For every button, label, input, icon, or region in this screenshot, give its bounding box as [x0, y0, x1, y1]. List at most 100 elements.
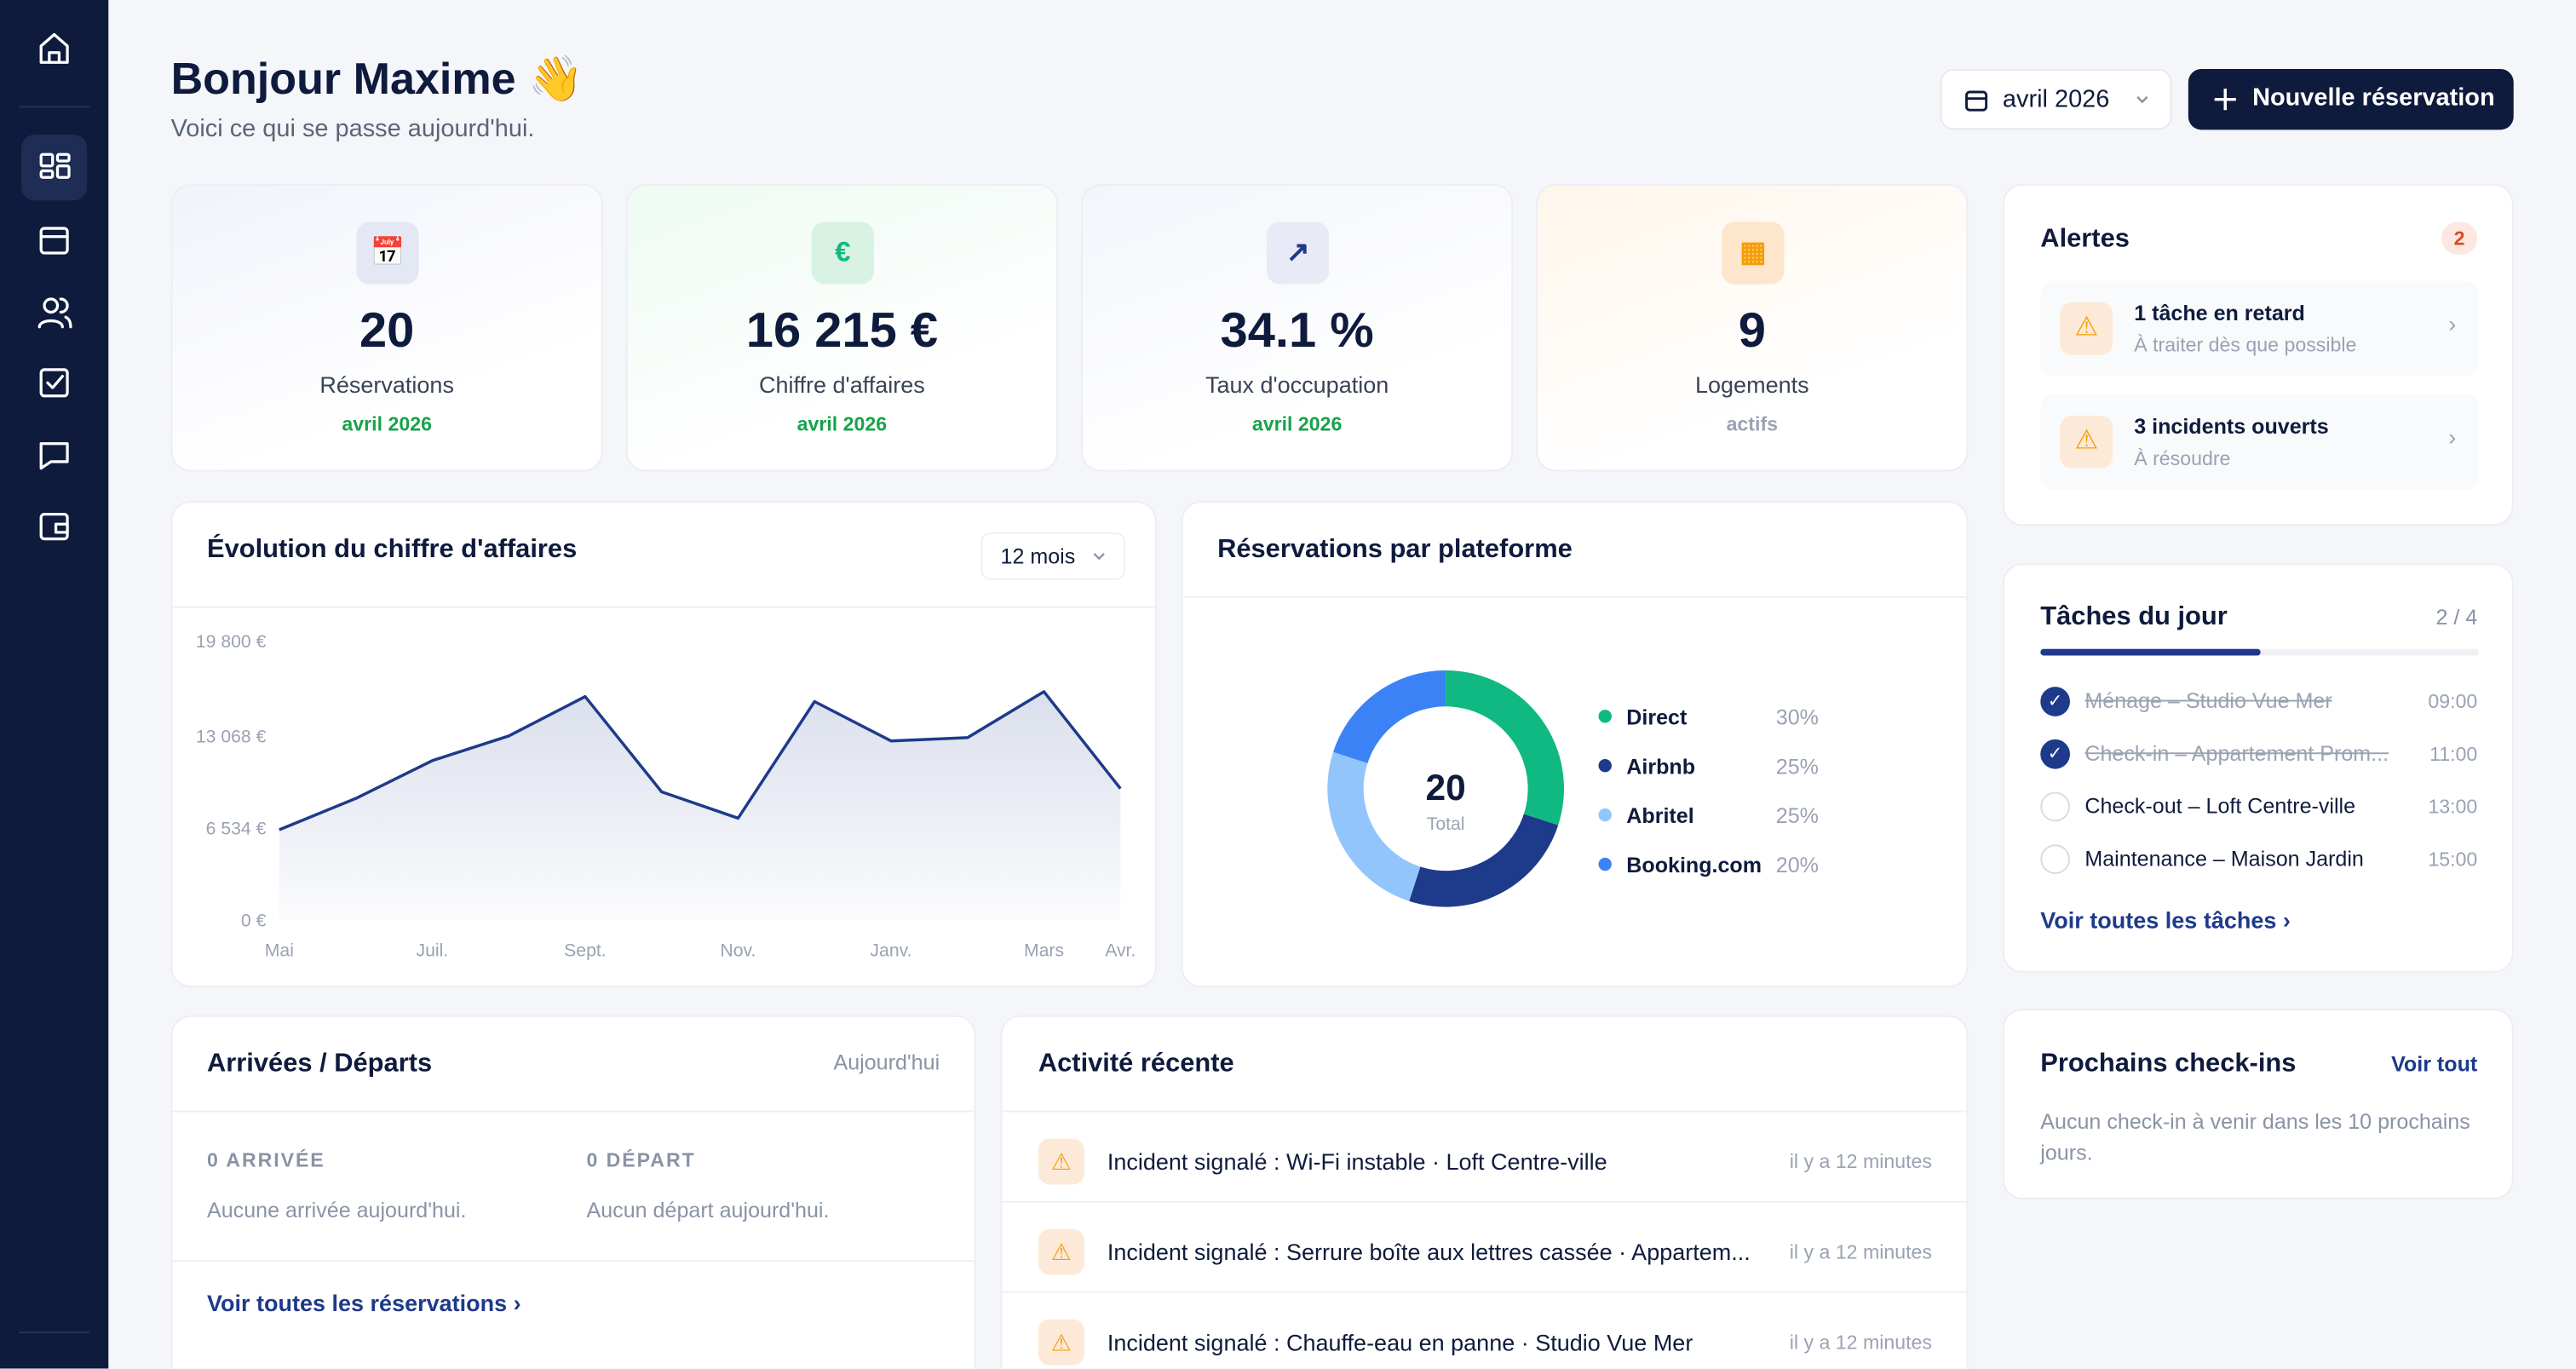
tasks-card: Tâches du jour 2 / 4 Voir toutes les tâc…: [2002, 563, 2514, 973]
task-label: Ménage – Studio Vue Mer: [2084, 688, 2332, 713]
task-label: Check-in – Appartement Prom...: [2084, 740, 2389, 766]
kpi-value: 16 215 €: [745, 303, 939, 359]
donut-center-label: Total: [1427, 814, 1465, 834]
users-icon[interactable]: [37, 297, 72, 329]
button-label: Nouvelle réservation: [2252, 83, 2495, 112]
arrivals-empty: Aucune arrivée aujourd'hui.: [206, 1197, 467, 1222]
legend-label: Booking.com: [1626, 854, 1762, 877]
legend-dot: [1598, 808, 1612, 822]
task-check: [2040, 844, 2070, 874]
subtitle: Voici ce qui se passe aujourd'hui.: [170, 114, 535, 143]
donut-slice: [1446, 670, 1564, 825]
legend-dot: [1598, 710, 1612, 723]
donut-slice: [1327, 751, 1421, 901]
period-picker[interactable]: avril 2026: [1940, 68, 2172, 130]
task-time: 15:00: [2428, 848, 2478, 871]
y-tick-label: 13 068 €: [196, 727, 267, 746]
kpi-value: 34.1 %: [1220, 303, 1374, 359]
chevron: [2136, 95, 2148, 104]
new-reservation-button[interactable]: Nouvelle réservation: [2188, 68, 2514, 130]
donut-slice: [1333, 670, 1446, 763]
calendar-icon: [1965, 90, 1988, 112]
divider: [1182, 596, 1967, 598]
card-title: Tâches du jour: [2040, 602, 2228, 631]
task-time: 11:00: [2429, 742, 2478, 766]
alert-item[interactable]: ⚠ 3 incidents ouverts À résoudre ›: [2040, 394, 2480, 490]
divider: [172, 1110, 975, 1113]
alert-title: 1 tâche en retard: [2134, 300, 2305, 325]
sidebar: [0, 0, 109, 1369]
task-time: 13:00: [2428, 795, 2478, 819]
arrivals-heading: 0 ARRIVÉE: [206, 1148, 325, 1172]
task-label: Check-out – Loft Centre-ville: [2084, 793, 2356, 819]
kpi-card: ↗ 34.1 % Taux d'occupation avril 2026: [1080, 183, 1514, 472]
chevron: [1093, 553, 1105, 561]
task-progress: 2 / 4: [2435, 604, 2478, 630]
legend-value: 25%: [1776, 755, 1819, 779]
alert-icon: ⚠: [2060, 302, 2113, 355]
activity-time: il y a 12 minutes: [1789, 1149, 1932, 1173]
kpi-label: Logements: [1695, 371, 1809, 398]
divider: [1002, 1200, 1967, 1203]
wallet-icon[interactable]: [39, 513, 69, 541]
legend-value: 25%: [1776, 804, 1819, 828]
kpi-card: ▦ 9 Logements actifs: [1536, 183, 1969, 472]
arrivals-date: Aujourd'hui: [833, 1050, 940, 1075]
alert-title: 3 incidents ouverts: [2134, 413, 2329, 439]
range-select[interactable]: 12 mois: [980, 532, 1126, 580]
home-icon[interactable]: [39, 32, 69, 64]
task-check: [2040, 791, 2070, 822]
range-label: 12 mois: [1000, 544, 1076, 569]
kpi-icon: ▦: [1722, 221, 1785, 285]
chevron: ›: [2448, 310, 2457, 337]
checkins-card: Prochains check-ins Voir tout Aucun chec…: [2002, 1009, 2514, 1199]
alert-icon: ⚠: [2060, 415, 2113, 469]
alert-item[interactable]: ⚠ 1 tâche en retard À traiter dès que poss…: [2040, 280, 2480, 377]
task-check: ✓: [2040, 739, 2070, 769]
active-item[interactable]: [21, 135, 88, 201]
y-tick-label: 6 534 €: [206, 820, 267, 839]
card-title: Réservations par plateforme: [1217, 535, 1573, 564]
messages-icon[interactable]: [39, 442, 69, 470]
donut-chart: Direct 30% Airbnb 25% Abritel 25% Booking.com 2…: [1327, 670, 1819, 907]
kpi-icon: 📅: [356, 221, 419, 285]
divider: [172, 1260, 975, 1263]
tasks-link[interactable]: Voir toutes les tâches ›: [2040, 906, 2291, 934]
kpi-card: 📅 20 Réservations avril 2026: [170, 183, 603, 472]
line-chart: 0 € 6 534 € 13 068 € 19 800 € Mai Juil. Sept. N…: [196, 632, 1136, 961]
donut-center-value: 20: [1426, 768, 1466, 808]
x-tick-label: Nov.: [720, 940, 756, 960]
kpi-label: Chiffre d'affaires: [758, 371, 925, 398]
platform-card: Réservations par plateforme: [1181, 501, 1969, 988]
card-title: Activité récente: [1038, 1050, 1234, 1079]
kpi-note: avril 2026: [1251, 412, 1343, 436]
greeting: Bonjour Maxime 👋: [170, 54, 584, 104]
legend-label: Abritel: [1626, 804, 1693, 828]
tasks-icon[interactable]: [39, 368, 69, 398]
activity-text: Incident signalé : Wi-Fi instable · Loft…: [1107, 1148, 1607, 1175]
task-check: ✓: [2040, 687, 2070, 716]
departures-empty: Aucun départ aujourd'hui.: [586, 1197, 830, 1222]
checkins-link[interactable]: Voir tout: [2391, 1051, 2478, 1077]
donut-slice: [1409, 814, 1559, 907]
card-title: Alertes: [2040, 225, 2130, 253]
empty-text: Aucun check-in à venir dans les 10 proch…: [2040, 1108, 2470, 1165]
kpi-icon: ↗: [1266, 221, 1330, 285]
y-tick-label: 0 €: [241, 912, 267, 931]
link-text: Voir toutes les tâches: [2040, 906, 2277, 934]
reservations-link[interactable]: Voir toutes les réservations ›: [206, 1289, 521, 1316]
activity-time: il y a 12 minutes: [1789, 1331, 1932, 1355]
progress-fill: [2040, 648, 2260, 656]
calendar-icon[interactable]: [39, 227, 69, 255]
kpi-note: avril 2026: [796, 412, 888, 436]
activity-text: Incident signalé : Serrure boîte aux let…: [1107, 1239, 1751, 1265]
activity-icon: ⚠: [1038, 1319, 1084, 1366]
kpi-note: actifs: [1726, 412, 1779, 436]
kpi-note: avril 2026: [342, 412, 432, 436]
x-tick-label: Sept.: [564, 940, 607, 960]
task-time: 09:00: [2428, 689, 2478, 713]
activity-icon: ⚠: [1038, 1138, 1084, 1185]
kpi-value: 9: [1738, 303, 1766, 359]
